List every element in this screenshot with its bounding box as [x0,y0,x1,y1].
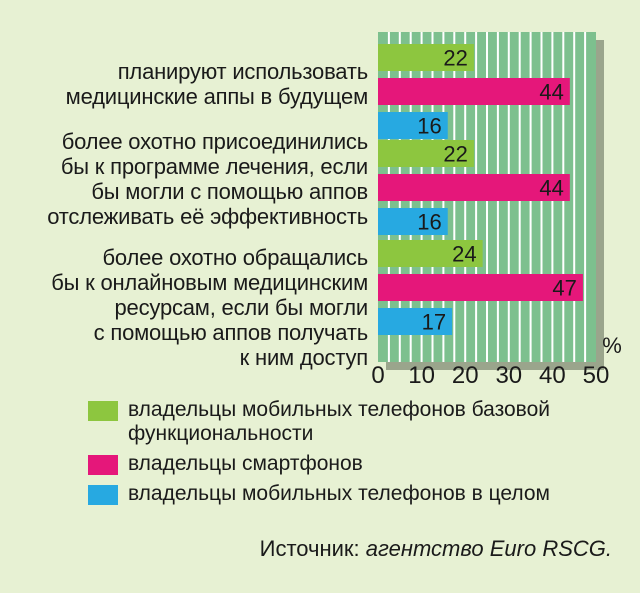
legend-label-all: владельцы мобильных телефонов в целом [128,482,550,505]
bar [378,208,448,235]
data-label: 47 [552,276,576,301]
legend-item-basic-phones: владельцы мобильных телефонов базовой фу… [88,398,628,446]
data-label: 24 [452,242,476,267]
legend-item-smartphones: владельцы смартфонов [88,452,628,476]
bar [378,240,483,267]
legend-swatch-basic [88,401,118,421]
data-label: 22 [443,142,467,167]
data-label: 44 [539,80,563,105]
x-tick-label: 20 [452,362,479,389]
category-label: более охотно обращались бы к онлайновым … [51,245,368,370]
source-note: Источник: агентство Euro RSCG. [260,536,612,562]
bar [378,78,570,105]
data-label: 17 [422,310,446,335]
x-tick-label: 30 [495,362,522,389]
bar [378,112,448,139]
category-label: планируют использовать медицинские аппы … [65,59,369,109]
data-label: 16 [417,114,441,139]
legend-label-smartphones: владельцы смартфонов [128,452,363,475]
category-label: более охотно присоединились бы к програм… [47,129,368,229]
source-text: агентство Euro RSCG. [365,536,612,561]
bar-chart: 22 22 24 44 44 47 16 16 17 0 10 20 30 40 50% [371,32,622,389]
legend-swatch-smartphones [88,455,118,475]
bar [378,274,583,301]
data-label: 22 [443,46,467,71]
legend: владельцы мобильных телефонов базовой фу… [88,398,628,506]
source-prefix: Источник: [259,536,360,561]
x-tick-label: 40 [539,362,566,389]
x-tick-label: 50 [583,362,610,389]
x-tick-label: 0 [371,362,384,389]
data-label: 16 [417,210,441,235]
legend-item-all-phones: владельцы мобильных телефонов в целом [88,482,628,506]
bar [378,174,570,201]
legend-swatch-all [88,485,118,505]
bar [378,140,474,167]
bar [378,308,453,335]
legend-label-basic: владельцы мобильных телефонов базовой фу… [128,398,550,445]
data-label: 44 [539,176,563,201]
unit-label: % [602,333,622,358]
bar [378,44,474,71]
x-tick-label: 10 [408,362,435,389]
